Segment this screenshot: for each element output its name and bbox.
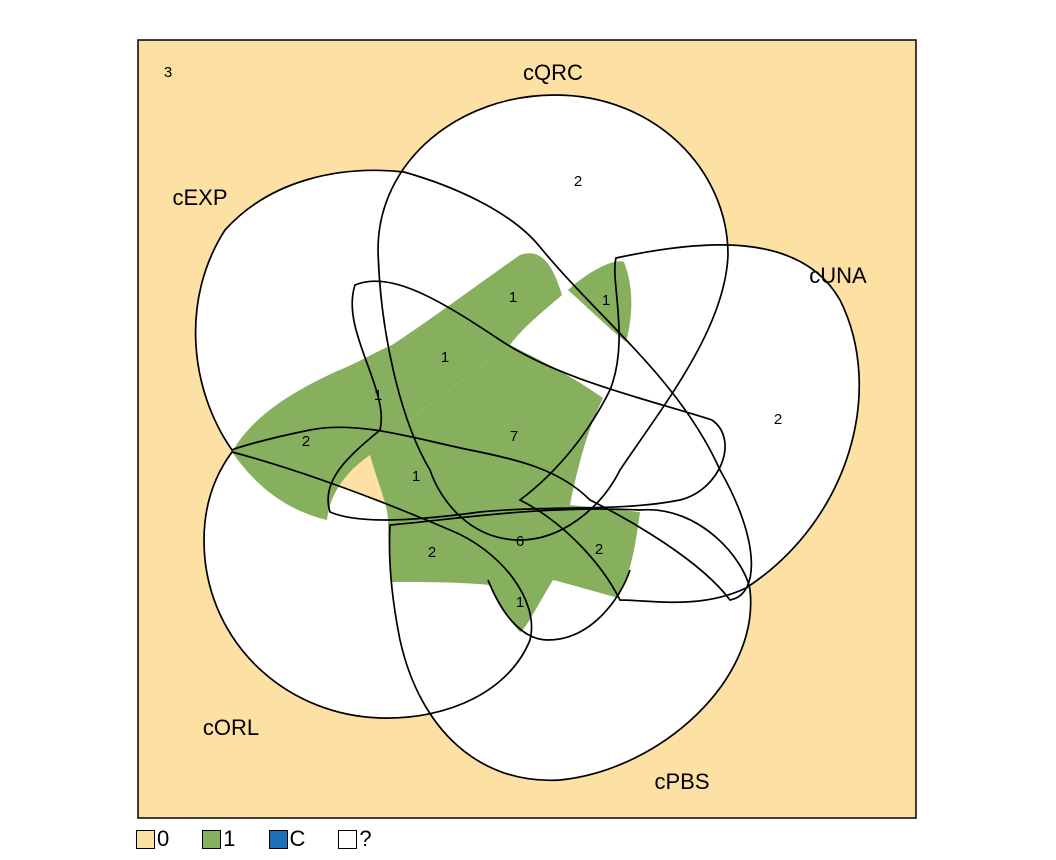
legend-item-c: C xyxy=(268,826,306,852)
region-center xyxy=(370,345,603,522)
set-label-cpbs: cPBS xyxy=(654,769,709,794)
region-count: 1 xyxy=(441,349,449,366)
legend-label-0: 0 xyxy=(157,826,170,851)
region-count: 1 xyxy=(374,387,382,404)
set-label-cqrc: cQRC xyxy=(523,60,583,85)
legend-item-unknown: ? xyxy=(338,826,372,852)
region-count: 7 xyxy=(510,428,518,445)
region-count: 1 xyxy=(412,468,420,485)
legend: 0 1 C ? xyxy=(136,826,405,852)
set-label-corl: cORL xyxy=(203,715,259,740)
legend-label-1: 1 xyxy=(223,826,236,851)
region-count: 2 xyxy=(774,411,782,428)
outline-cPBS xyxy=(388,508,752,782)
legend-item-0: 0 xyxy=(136,826,169,852)
region-left-arm xyxy=(232,345,407,520)
shape-outlines xyxy=(194,94,860,782)
outline-bottom-loop xyxy=(487,569,631,641)
legend-swatch-1 xyxy=(202,829,222,849)
region-bottom-band xyxy=(388,505,640,632)
legend-item-1: 1 xyxy=(202,826,236,852)
legend-swatch-unknown xyxy=(338,829,358,849)
set-label-cuna: cUNA xyxy=(809,263,867,288)
region-count: 1 xyxy=(516,594,524,611)
region-count: 1 xyxy=(509,289,517,306)
region-count: 1 xyxy=(602,292,610,309)
outline-cORL xyxy=(203,451,533,719)
outline-cQRC xyxy=(377,94,729,541)
legend-swatch-0 xyxy=(136,829,155,849)
green-regions xyxy=(232,253,640,632)
legend-label-unknown: ? xyxy=(359,826,372,851)
region-count: 2 xyxy=(595,541,603,558)
outline-cEXP xyxy=(194,169,753,601)
region-count: 2 xyxy=(302,433,310,450)
region-count: 2 xyxy=(574,173,582,190)
region-count: 2 xyxy=(428,544,436,561)
region-count: 6 xyxy=(516,533,524,550)
outline-cUNA xyxy=(518,244,860,604)
region-upper-arm xyxy=(370,253,562,455)
legend-swatch-c xyxy=(268,829,288,849)
set-label-cexp: cEXP xyxy=(172,185,227,210)
outside-count: 3 xyxy=(164,64,172,81)
legend-label-c: C xyxy=(289,826,306,851)
outline-inner-loop xyxy=(327,280,726,521)
